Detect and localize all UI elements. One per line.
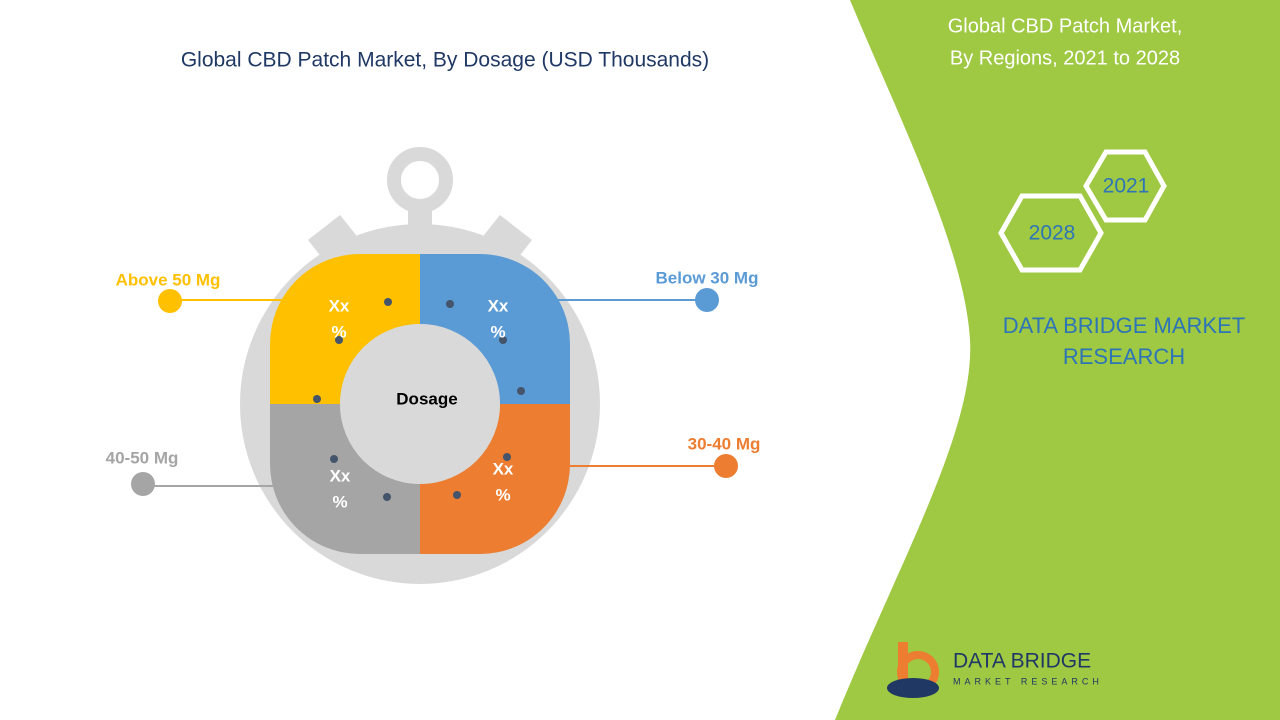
segment <box>420 404 570 554</box>
side-panel <box>835 0 1280 720</box>
segments <box>270 254 570 554</box>
segment <box>270 254 420 404</box>
segment-value: Xx <box>330 466 351 485</box>
leader-dot <box>714 454 738 478</box>
segment-label: 40-50 Mg <box>106 448 179 467</box>
center-label: Dosage <box>396 389 457 408</box>
hexagon <box>1083 149 1167 223</box>
segment-value: % <box>495 485 510 504</box>
year: 2021 <box>1103 175 1150 198</box>
panel-title: Global CBD Patch Market, <box>948 15 1183 37</box>
center-circle <box>340 324 500 484</box>
title: Global CBD Patch Market, By Dosage (USD … <box>181 49 709 72</box>
segment-value: % <box>331 322 346 341</box>
panel-title: By Regions, 2021 to 2028 <box>950 47 1180 69</box>
segment-label: 30-40 Mg <box>688 434 761 453</box>
segment-label: Above 50 Mg <box>116 270 221 289</box>
segment <box>420 254 570 404</box>
segment-label: Below 30 Mg <box>656 268 759 287</box>
segment <box>270 404 420 554</box>
logo-tagline: MARKET RESEARCH <box>953 676 1103 686</box>
logo-mark <box>887 642 939 698</box>
leader-dot <box>131 472 155 496</box>
segment-value: Xx <box>329 296 350 315</box>
segment-value: Xx <box>493 459 514 478</box>
brand: RESEARCH <box>1063 344 1185 369</box>
leader-dot <box>158 289 182 313</box>
brand: DATA BRIDGE MARKET <box>1003 313 1245 338</box>
logo-name: DATA BRIDGE <box>953 650 1091 673</box>
hexagon <box>998 193 1104 273</box>
segment-value: Xx <box>488 296 509 315</box>
segment-value: % <box>490 322 505 341</box>
decor-dots <box>313 298 525 501</box>
segment-value: % <box>332 492 347 511</box>
year: 2028 <box>1029 222 1076 245</box>
leader-dot <box>695 288 719 312</box>
